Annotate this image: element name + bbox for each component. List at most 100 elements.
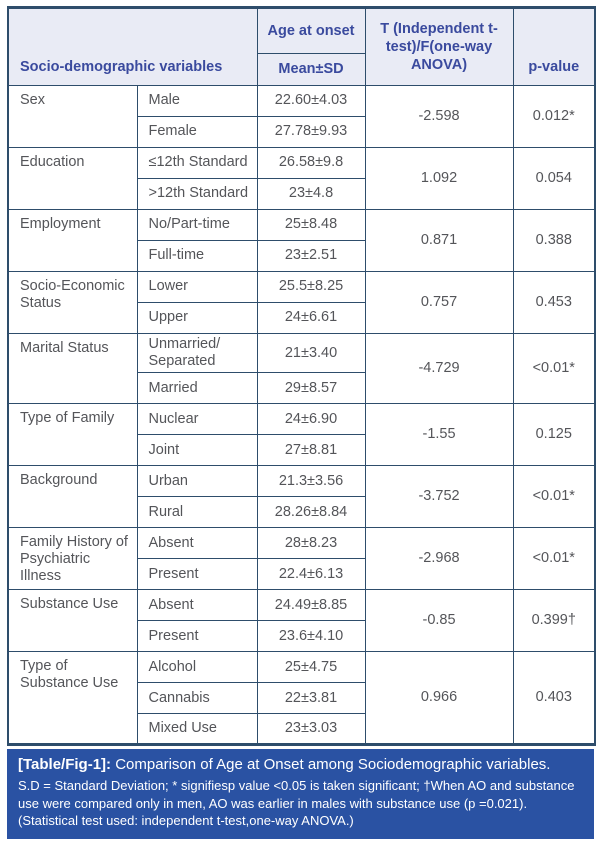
table-row: Type of Substance Use Alcohol 25±4.75 0.966…	[7, 651, 596, 746]
caption-tag: [Table/Fig-1]:	[18, 756, 112, 774]
mean-sd-cell: 26.58±9.8	[256, 147, 366, 179]
table-row: Background Urban 21.3±3.56 -3.752 <0.01*	[7, 465, 596, 529]
p-value-cell: <0.01*	[512, 465, 596, 529]
variable-cell: Type of Substance Use	[7, 651, 138, 746]
p-value-cell: 0.403	[512, 651, 596, 746]
header-age-at-onset: Age at onset	[256, 7, 366, 54]
category-cell: Female	[136, 116, 258, 148]
p-value-cell: 0.012*	[512, 85, 596, 148]
table-row: Married 29±8.57	[8, 372, 595, 405]
mean-sd-cell: 28.26±8.84	[256, 496, 366, 529]
caption-title-text: Comparison of Age at Onset among Sociode…	[115, 756, 551, 774]
category-cell: Nuclear	[136, 403, 258, 436]
test-statistic-cell: -0.85	[364, 589, 514, 653]
category-cell: Present	[136, 620, 258, 653]
mean-sd-cell: 21.3±3.56	[256, 465, 366, 498]
mean-sd-cell: 23.6±4.10	[256, 620, 366, 653]
table-row: Employment No/Part-time 25±8.48 0.871 0.388	[7, 209, 596, 272]
mean-sd-cell: 24±6.61	[256, 302, 366, 334]
category-cell: Alcohol	[136, 651, 258, 684]
variable-cell: Marital Status	[7, 332, 138, 405]
sociodemographic-table: Socio-demographic variables Age at onset…	[7, 6, 597, 747]
caption-title-line: [Table/Fig-1]: Comparison of Age at Onse…	[18, 756, 583, 775]
header-p-value: p-value	[512, 7, 596, 86]
test-statistic-cell: 0.871	[364, 209, 514, 272]
p-value-cell: 0.054	[512, 147, 596, 210]
category-cell: Joint	[136, 434, 258, 467]
mean-sd-cell: 24±6.90	[256, 403, 366, 436]
table-row: Substance Use Absent 24.49±8.85 -0.85 0.399†	[7, 589, 596, 653]
test-statistic-cell: 0.757	[364, 271, 514, 334]
test-statistic-cell: -4.729	[364, 332, 514, 405]
test-statistic-cell: -3.752	[364, 465, 514, 529]
mean-sd-cell: 23±3.03	[256, 713, 366, 746]
table-row: Cannabis 22±3.81	[8, 682, 595, 715]
variable-cell: Socio-Economic Status	[7, 271, 138, 334]
test-statistic-cell: -2.968	[364, 527, 514, 591]
category-cell: No/Part-time	[136, 209, 258, 241]
mean-sd-cell: 27.78±9.93	[256, 116, 366, 148]
variable-cell: Sex	[7, 85, 138, 148]
category-cell: Rural	[136, 496, 258, 529]
category-cell: Present	[136, 558, 258, 591]
variable-cell: Substance Use	[7, 589, 138, 653]
caption-note: S.D = Standard Deviation; * signifiesp v…	[18, 777, 575, 829]
p-value-cell: 0.399†	[512, 589, 596, 653]
category-cell: Absent	[136, 589, 258, 622]
table-row: >12th Standard 23±4.8	[8, 178, 595, 210]
variable-cell: Employment	[7, 209, 138, 272]
table-row: Type of Family Nuclear 24±6.90 -1.55 0.125	[7, 403, 596, 467]
table-row: Mixed Use 23±3.03	[8, 713, 595, 746]
category-cell: Mixed Use	[136, 713, 258, 746]
mean-sd-cell: 23±4.8	[256, 178, 366, 210]
mean-sd-cell: 21±3.40	[256, 332, 366, 374]
mean-sd-cell: 25±4.75	[256, 651, 366, 684]
p-value-cell: 0.453	[512, 271, 596, 334]
variable-cell: Family History of Psychiatric Illness	[7, 527, 138, 591]
variable-cell: Education	[7, 147, 138, 210]
mean-sd-cell: 24.49±8.85	[256, 589, 366, 622]
mean-sd-cell: 27±8.81	[256, 434, 366, 467]
table-row: Upper 24±6.61	[8, 302, 595, 334]
mean-sd-cell: 29±8.57	[256, 372, 366, 405]
header-row-top: Socio-demographic variables Age at onset…	[7, 7, 596, 86]
test-statistic-cell: -1.55	[364, 403, 514, 467]
table-row: Present 23.6±4.10	[8, 620, 595, 653]
mean-sd-cell: 22±3.81	[256, 682, 366, 715]
mean-sd-cell: 22.4±6.13	[256, 558, 366, 591]
table-row: Rural 28.26±8.84	[8, 496, 595, 529]
header-mean-sd: Mean±SD	[256, 53, 366, 86]
table-row: Marital Status Unmarried/ Separated 21±3.4…	[7, 332, 596, 405]
table-row: Socio-Economic Status Lower 25.5±8.25 0.757…	[7, 271, 596, 334]
category-cell: Male	[136, 85, 258, 117]
category-cell: Absent	[136, 527, 258, 560]
table-row: Joint 27±8.81	[8, 434, 595, 467]
table-row: Family History of Psychiatric Illness Abs…	[7, 527, 596, 591]
category-cell: ≤12th Standard	[136, 147, 258, 179]
table-row: Sex Male 22.60±4.03 -2.598 0.012*	[7, 85, 596, 148]
p-value-cell: <0.01*	[512, 527, 596, 591]
table-header: Socio-demographic variables Age at onset…	[7, 7, 596, 86]
mean-sd-cell: 22.60±4.03	[256, 85, 366, 117]
header-test-statistic: T (Independent t-test)/F(one-way ANOVA)	[364, 7, 514, 86]
mean-sd-cell: 28±8.23	[256, 527, 366, 560]
header-row-bottom: Mean±SD	[8, 53, 595, 86]
mean-sd-cell: 25.5±8.25	[256, 271, 366, 303]
variable-cell: Type of Family	[7, 403, 138, 467]
table-body: Sex Male 22.60±4.03 -2.598 0.012* Female 27.78…	[7, 85, 596, 746]
category-cell: Cannabis	[136, 682, 258, 715]
test-statistic-cell: -2.598	[364, 85, 514, 148]
category-cell: Unmarried/ Separated	[136, 332, 258, 374]
p-value-cell: 0.125	[512, 403, 596, 467]
table-row: Full-time 23±2.51	[8, 240, 595, 272]
p-value-cell: <0.01*	[512, 332, 596, 405]
category-cell: Full-time	[136, 240, 258, 272]
header-variables: Socio-demographic variables	[7, 7, 258, 86]
table-row: Female 27.78±9.93	[8, 116, 595, 148]
variable-cell: Background	[7, 465, 138, 529]
p-value-cell: 0.388	[512, 209, 596, 272]
mean-sd-cell: 23±2.51	[256, 240, 366, 272]
table-row: Education ≤12th Standard 26.58±9.8 1.092 0.0…	[7, 147, 596, 210]
mean-sd-cell: 25±8.48	[256, 209, 366, 241]
